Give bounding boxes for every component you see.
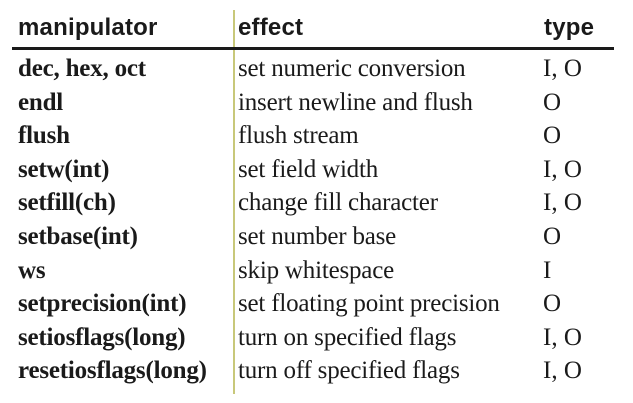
cell-effect: turn off specified flags — [238, 357, 460, 385]
cell-type: I, O — [543, 55, 582, 82]
cell-effect: flush stream — [238, 122, 359, 150]
cell-type: I, O — [543, 323, 582, 351]
cell-effect: set floating point precision — [238, 290, 500, 318]
table-row: ws skip whitespace I — [12, 256, 614, 290]
cell-manipulator: setfill(ch) — [18, 189, 116, 217]
table-row: setbase(int) set number base O — [12, 222, 614, 256]
cell-type: O — [543, 290, 562, 318]
header-effect: effect — [238, 14, 304, 41]
table-body: dec, hex, oct set numeric conversion I, … — [12, 54, 614, 390]
header-manipulator: manipulator — [18, 14, 158, 41]
table-row: dec, hex, oct set numeric conversion I, … — [12, 54, 614, 88]
cell-effect: set field width — [238, 155, 379, 183]
cell-manipulator: endl — [18, 88, 64, 116]
cell-effect: set numeric conversion — [238, 55, 466, 82]
cell-type: I, O — [543, 357, 582, 385]
cell-manipulator: flush — [18, 122, 70, 150]
header-type: type — [544, 14, 595, 41]
cell-manipulator: setprecision(int) — [18, 290, 187, 318]
cell-type: I, O — [543, 189, 582, 217]
cell-manipulator: setw(int) — [18, 155, 110, 183]
cell-effect: set number base — [238, 222, 397, 250]
cell-type: O — [543, 88, 562, 116]
cell-manipulator: setiosflags(long) — [18, 323, 186, 351]
table-row: flush flush stream O — [12, 121, 614, 155]
cell-type: O — [543, 222, 562, 250]
manipulator-table: manipulator effect type dec, hex, oct se… — [12, 4, 614, 396]
table-row: setw(int) set field width I, O — [12, 155, 614, 189]
cell-effect: change fill character — [238, 189, 438, 217]
cell-manipulator: dec, hex, oct — [18, 55, 146, 82]
cell-effect: insert newline and flush — [238, 88, 473, 116]
table-row: setiosflags(long) turn on specified flag… — [12, 323, 614, 357]
table-row: setfill(ch) change fill character I, O — [12, 188, 614, 222]
table-row: endl insert newline and flush O — [12, 88, 614, 122]
cell-effect: skip whitespace — [238, 256, 394, 284]
table-row: setprecision(int) set floating point pre… — [12, 289, 614, 323]
cell-manipulator: setbase(int) — [18, 222, 138, 250]
header-rule — [12, 47, 614, 50]
cell-effect: turn on specified flags — [238, 323, 457, 351]
table-header-row: manipulator effect type — [12, 10, 614, 46]
cell-type: I, O — [543, 155, 582, 183]
cell-type: O — [543, 122, 562, 150]
table-row: resetiosflags(long) turn off specified f… — [12, 356, 614, 390]
cell-manipulator: resetiosflags(long) — [18, 357, 207, 385]
column-divider — [233, 10, 235, 394]
cell-manipulator: ws — [18, 256, 46, 284]
cell-type: I — [543, 256, 552, 284]
